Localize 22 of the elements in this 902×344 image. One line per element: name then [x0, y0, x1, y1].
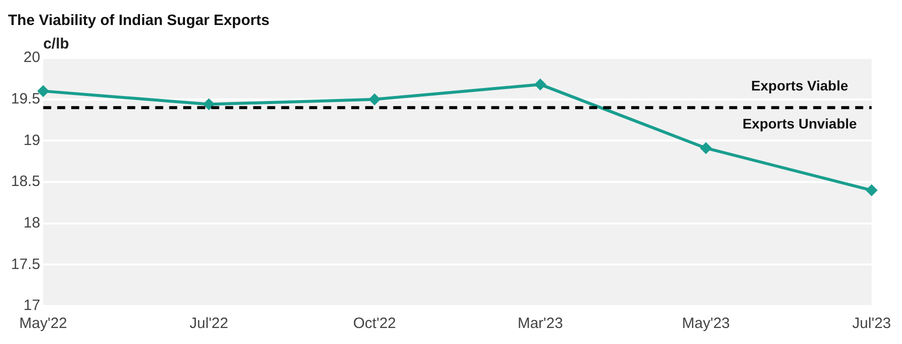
annotation: Exports Unviable [742, 115, 858, 132]
y-tick-label: 19 [24, 132, 40, 149]
y-tick-label: 18 [24, 214, 40, 232]
x-tick-label: May'23 [682, 315, 730, 332]
annotation: Exports Viable [751, 77, 848, 94]
point [202, 98, 215, 110]
x-tick-label: Jul'23 [852, 315, 892, 332]
x-tick-label: Mar'23 [518, 315, 563, 332]
chart-title: The Viability of Indian Sugar Exports [8, 12, 270, 30]
x-tick-label: Jul'22 [190, 315, 228, 332]
y-tick-label: 17 [24, 297, 40, 314]
y-tick-label: 17.5 [10, 256, 40, 273]
y-tick-label: 18.5 [10, 173, 40, 190]
point [534, 78, 546, 90]
y-axis-title: c/lb [43, 36, 70, 53]
point [368, 93, 381, 106]
point [866, 184, 878, 196]
point [700, 142, 712, 154]
y-tick-label: 19.5 [10, 90, 40, 108]
x-tick-label: May'22 [19, 315, 68, 332]
x-tick-label: Oct'22 [353, 315, 396, 332]
y-tick-label: 20 [24, 49, 40, 66]
